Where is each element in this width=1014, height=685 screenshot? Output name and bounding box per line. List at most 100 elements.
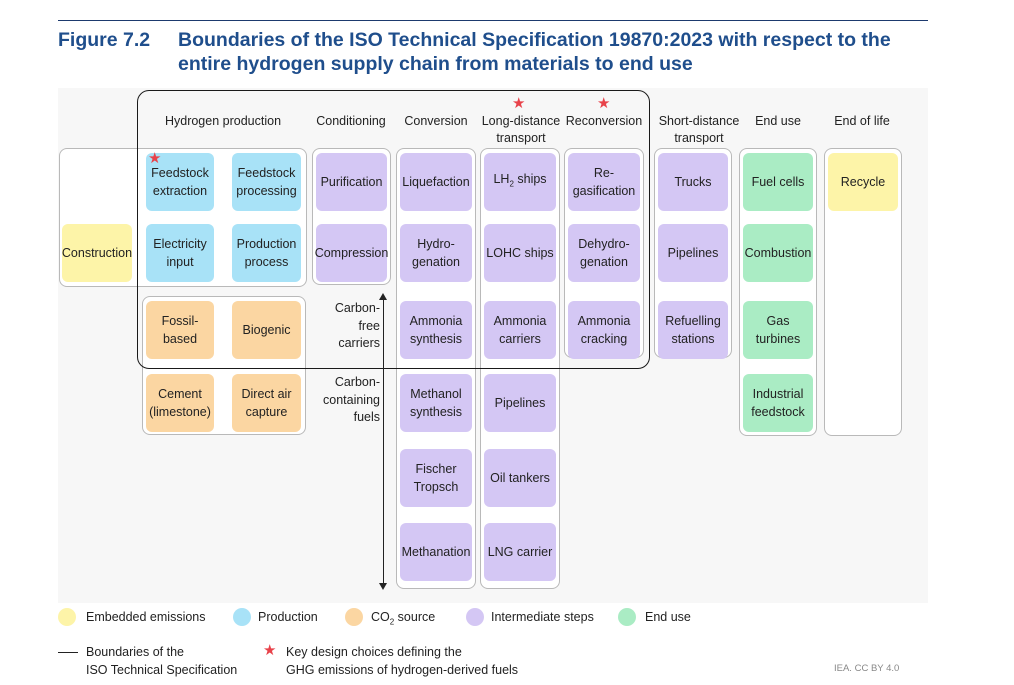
header-end-of-life: End of life (834, 114, 890, 128)
box-purification: Purification (316, 153, 387, 211)
legend-intermediate-swatch (466, 608, 484, 626)
box-fuel-cells: Fuel cells (743, 153, 813, 211)
label-carbon-free-line1: Carbon- (334, 301, 380, 315)
box-lohc-ships: LOHC ships (484, 224, 556, 282)
figure-title: Boundaries of the ISO Technical Specific… (178, 29, 891, 75)
box-feedstock-processing-line2: processing (236, 184, 297, 198)
box-trucks: Trucks (658, 153, 728, 211)
box-dehydrogenation-line1: Dehydro- (578, 237, 630, 251)
box-electricity-input-line2: input (166, 255, 194, 269)
box-ammonia-cracking: Ammonia cracking (568, 301, 640, 359)
box-ammonia-synthesis-line2: synthesis (409, 332, 463, 346)
box-lh2-ships-pre: LH (493, 172, 510, 187)
box-cement-line1: Cement (158, 387, 202, 401)
iso-boundary-outline (137, 90, 650, 369)
header-long-distance: Long-distance transport (479, 113, 563, 147)
box-hydrogenation-line1: Hydro- (417, 237, 455, 251)
box-ammonia-carriers-line2: carriers (499, 332, 541, 346)
box-pipelines-short-distance: Pipelines (658, 224, 728, 282)
box-refuelling-line1: Refuelling (665, 314, 721, 328)
box-ammonia-carriers: Ammonia carriers (484, 301, 556, 359)
box-hydrogenation: Hydro-genation (400, 224, 472, 282)
box-recycle: Recycle (828, 153, 898, 211)
legend-key-design-label: Key design choices defining the GHG emis… (286, 643, 518, 679)
legend-boundary-line1: Boundaries of the (86, 645, 184, 659)
box-methanol-synthesis-line2: synthesis (409, 405, 463, 419)
box-production-process-line1: Production (236, 237, 297, 251)
arrow-down-icon (379, 583, 387, 590)
box-feedstock-processing-line1: Feedstock (237, 166, 296, 180)
box-ammonia-synthesis-line1: Ammonia (409, 314, 463, 328)
box-feedstock-extraction: Feedstock extraction (146, 153, 214, 211)
box-direct-air-line2: capture (245, 405, 288, 419)
box-fischer-tropsch-line1: Fischer (415, 462, 457, 476)
box-lng-carrier: LNG carrier (484, 523, 556, 581)
legend-co2-pre: CO (371, 610, 390, 624)
box-dehydrogenation: Dehydro-genation (568, 224, 640, 282)
legend-boundary-label: Boundaries of the ISO Technical Specific… (86, 643, 237, 679)
legend-co2-sub: 2 (389, 617, 395, 627)
box-fischer-tropsch-line2: Tropsch (413, 480, 459, 494)
box-methanation: Methanation (400, 523, 472, 581)
legend-key-design-line2: GHG emissions of hydrogen-derived fuels (286, 663, 519, 677)
box-ammonia-synthesis: Ammonia synthesis (400, 301, 472, 359)
box-refuelling-line2: stations (671, 332, 715, 346)
box-industrial-line2: feedstock (751, 405, 805, 419)
header-end-use: End use (755, 114, 801, 128)
box-biogenic: Biogenic (232, 301, 301, 359)
box-feedstock-extraction-line2: extraction (152, 184, 208, 198)
legend-co2-label: CO2 source (371, 608, 435, 632)
header-reconversion: Reconversion (565, 114, 643, 128)
box-electricity-input: Electricity input (146, 224, 214, 282)
box-compression: Compression (315, 224, 388, 282)
header-hydrogen-production: Hydrogen production (164, 114, 282, 128)
box-lh2-ships-sub: 2 (509, 179, 514, 189)
label-carbon-free-line3: carriers (338, 336, 380, 350)
box-methanol-synthesis-line1: Methanol (410, 387, 462, 401)
box-direct-air-capture: Direct air capture (232, 374, 301, 432)
legend-co2-post: source (394, 610, 436, 624)
credit-text: IEA. CC BY 4.0 (834, 663, 900, 674)
legend-intermediate-label: Intermediate steps (491, 610, 594, 624)
box-ammonia-carriers-line1: Ammonia (493, 314, 547, 328)
box-production-process: Production process (232, 224, 301, 282)
box-ammonia-cracking-line1: Ammonia (577, 314, 631, 328)
header-long-distance-line2: transport (496, 131, 546, 145)
box-liquefaction: Liquefaction (400, 153, 472, 211)
box-oil-tankers: Oil tankers (484, 449, 556, 507)
header-short-distance-line2: transport (674, 131, 724, 145)
box-production-process-line2: process (244, 255, 289, 269)
box-cement-limestone: Cement (limestone) (146, 374, 214, 432)
legend-star-icon: ★ (263, 642, 277, 659)
box-regasification-line2: gasification (572, 184, 636, 198)
legend-key-design-line1: Key design choices defining the (286, 645, 462, 659)
box-cement-line2: (limestone) (149, 405, 211, 419)
box-feedstock-extraction-line1: Feedstock (151, 166, 209, 180)
box-construction: Construction (62, 224, 132, 282)
legend-end-use-swatch (618, 608, 636, 626)
star-feedstock-icon: ★ (148, 150, 162, 167)
legend-boundary-line (58, 652, 78, 653)
box-refuelling-stations: Refuelling stations (658, 301, 728, 359)
legend-co2-swatch (345, 608, 363, 626)
box-hydrogenation-line2: genation (412, 255, 460, 269)
star-reconversion-icon: ★ (597, 95, 611, 112)
header-short-distance-line1: Short-distance (658, 114, 740, 128)
figure-number: Figure 7.2 (58, 29, 151, 51)
legend-production-swatch (233, 608, 251, 626)
box-direct-air-line1: Direct air (241, 387, 292, 401)
label-carbon-containing-line2: containing (323, 392, 380, 407)
legend-embedded-label: Embedded emissions (86, 610, 206, 624)
box-electricity-input-line1: Electricity (153, 237, 207, 251)
arrow-up-icon (379, 293, 387, 300)
box-lh2-ships: LH2 ships (484, 153, 556, 211)
title-rule (58, 20, 928, 21)
box-pipelines-long-distance: Pipelines (484, 374, 556, 432)
header-conditioning: Conditioning (316, 114, 386, 128)
box-combustion: Combustion (743, 224, 813, 282)
label-carbon-containing-fuels: Carbon- containing fuels (310, 374, 380, 427)
box-ammonia-cracking-line2: cracking (580, 332, 628, 346)
box-lh2-ships-post: ships (513, 172, 547, 187)
box-gas-turbines: Gas turbines (743, 301, 813, 359)
legend-boundary-line2: ISO Technical Specification (86, 663, 238, 677)
